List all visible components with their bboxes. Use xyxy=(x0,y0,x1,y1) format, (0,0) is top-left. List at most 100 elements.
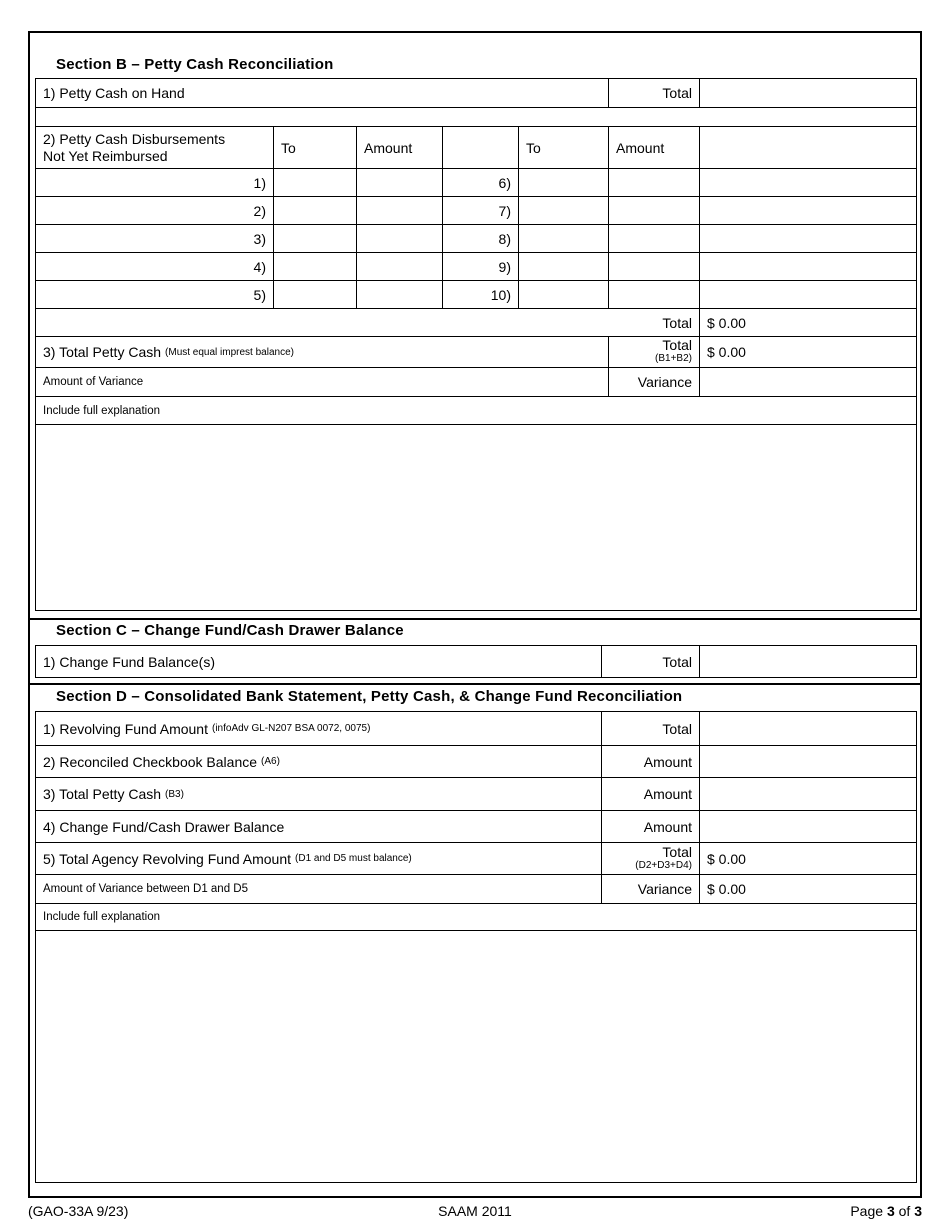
d5-label-main: 5) Total Agency Revolving Fund Amount xyxy=(43,850,292,867)
b2-col-to-right: To xyxy=(518,127,608,168)
b2-row2-to-right-input[interactable] xyxy=(518,197,608,224)
b2-row3-to-left-input[interactable] xyxy=(273,225,356,252)
b2-row3-to-right-input[interactable] xyxy=(518,225,608,252)
footer-page-prefix: Page xyxy=(850,1203,887,1219)
b-spacer-row xyxy=(36,107,916,126)
b2-row-3: 3) 8) xyxy=(36,224,916,252)
b2-row1-amount-left-input[interactable] xyxy=(356,169,442,196)
d3-label: 3) Total Petty Cash (B3) xyxy=(36,778,601,810)
b-explanation-label-row: Include full explanation xyxy=(36,396,916,424)
d1-mid-label: Total xyxy=(601,712,699,745)
b2-row2-num-left: 2) xyxy=(253,202,266,219)
b2-row1-num-right: 6) xyxy=(442,169,518,196)
b2-row2-amount-right-input[interactable] xyxy=(608,197,699,224)
b2-row-2: 2) 7) xyxy=(36,196,916,224)
section-c-table: 1) Change Fund Balance(s) Total xyxy=(35,645,917,678)
b2-header-blank xyxy=(699,127,916,168)
d2-row: 2) Reconciled Checkbook Balance (A6) Amo… xyxy=(36,745,916,777)
b2-row3-amount-left-input[interactable] xyxy=(356,225,442,252)
b3-label-main: 3) Total Petty Cash xyxy=(43,344,162,360)
b-explanation-area-row xyxy=(36,424,916,610)
d2-label-note: (A6) xyxy=(261,756,280,767)
d2-value-input[interactable] xyxy=(699,746,916,777)
d-variance-label: Amount of Variance between D1 and D5 xyxy=(43,883,248,895)
d-variance-value: $ 0.00 xyxy=(699,875,916,903)
d-variance-row: Amount of Variance between D1 and D5 Var… xyxy=(36,874,916,903)
b2-row4-to-right-input[interactable] xyxy=(518,253,608,280)
d4-label: 4) Change Fund/Cash Drawer Balance xyxy=(36,811,601,842)
b2-row4-blank xyxy=(699,253,916,280)
d1-value-input[interactable] xyxy=(699,712,916,745)
b2-row4-amount-right-input[interactable] xyxy=(608,253,699,280)
d4-value-input[interactable] xyxy=(699,811,916,842)
b2-row-5: 5) 10) xyxy=(36,280,916,308)
d1-label-main: 1) Revolving Fund Amount xyxy=(43,720,208,737)
b-variance-input[interactable] xyxy=(699,368,916,396)
section-d-top-divider xyxy=(30,683,920,685)
d3-label-main: 3) Total Petty Cash xyxy=(43,786,162,802)
d2-label-main: 2) Reconciled Checkbook Balance xyxy=(43,753,258,770)
c1-total-input[interactable] xyxy=(699,646,916,677)
d2-label: 2) Reconciled Checkbook Balance (A6) xyxy=(36,746,601,777)
d5-mid-label-note: (D2+D3+D4) xyxy=(635,859,692,871)
b3-total-label: Total (B1+B2) xyxy=(608,337,699,367)
d-explanation-label: Include full explanation xyxy=(43,911,160,923)
section-b-table: 1) Petty Cash on Hand Total 2) Petty Cas… xyxy=(35,78,917,611)
b-variance-cell-label: Variance xyxy=(608,368,699,396)
section-d-title: Section D – Consolidated Bank Statement,… xyxy=(56,688,683,705)
b2-row5-to-right-input[interactable] xyxy=(518,281,608,308)
b2-row2-to-left-input[interactable] xyxy=(273,197,356,224)
b2-row1-amount-right-input[interactable] xyxy=(608,169,699,196)
d-explanation-label-row: Include full explanation xyxy=(36,903,916,930)
b1-total-input[interactable] xyxy=(699,79,916,107)
b2-row1-blank xyxy=(699,169,916,196)
b-explanation-label: Include full explanation xyxy=(43,404,160,417)
b2-row5-amount-left-input[interactable] xyxy=(356,281,442,308)
section-c-top-divider xyxy=(30,618,920,620)
d4-mid-label: Amount xyxy=(601,811,699,842)
d3-value-input[interactable] xyxy=(699,778,916,810)
section-c-title: Section C – Change Fund/Cash Drawer Bala… xyxy=(56,622,404,639)
b1-row: 1) Petty Cash on Hand Total xyxy=(36,79,916,107)
b2-row-4: 4) 9) xyxy=(36,252,916,280)
b2-header-row: 2) Petty Cash Disbursements Not Yet Reim… xyxy=(36,126,916,168)
d5-value: $ 0.00 xyxy=(699,843,916,874)
b2-row4-num-left: 4) xyxy=(253,258,266,275)
b2-row1-to-left-input[interactable] xyxy=(273,169,356,196)
b-variance-label: Amount of Variance xyxy=(43,376,144,388)
b2-row4-num-right: 9) xyxy=(442,253,518,280)
b2-total-row: Total $ 0.00 xyxy=(36,308,916,336)
b2-row4-to-left-input[interactable] xyxy=(273,253,356,280)
section-d-table: 1) Revolving Fund Amount (infoAdv GL-N20… xyxy=(35,711,917,1183)
d5-mid-label-main: Total xyxy=(662,843,692,860)
b-variance-row: Amount of Variance Variance xyxy=(36,367,916,396)
footer-form-number: (GAO-33A 9/23) xyxy=(28,1203,129,1219)
b3-total-label-main: Total xyxy=(662,337,692,353)
footer-manual-reference: SAAM 2011 xyxy=(438,1203,512,1219)
b1-total-label: Total xyxy=(608,79,699,107)
b2-row1-to-right-input[interactable] xyxy=(518,169,608,196)
b2-row4-amount-left-input[interactable] xyxy=(356,253,442,280)
b2-row5-amount-right-input[interactable] xyxy=(608,281,699,308)
d-explanation-input[interactable] xyxy=(36,931,916,1182)
b2-row5-num-left: 5) xyxy=(253,286,266,303)
b-explanation-input[interactable] xyxy=(36,425,916,610)
b2-row3-amount-right-input[interactable] xyxy=(608,225,699,252)
c1-row: 1) Change Fund Balance(s) Total xyxy=(36,646,916,677)
b2-row5-to-left-input[interactable] xyxy=(273,281,356,308)
c1-total-label: Total xyxy=(601,646,699,677)
b2-col-amount-right: Amount xyxy=(608,127,699,168)
b3-total-label-note: (B1+B2) xyxy=(655,353,692,364)
d-variance-cell-label: Variance xyxy=(601,875,699,903)
b2-row5-blank xyxy=(699,281,916,308)
b2-row3-num-left: 3) xyxy=(253,230,266,247)
b2-label-line2: Not Yet Reimbursed xyxy=(43,147,168,164)
b2-total-label: Total xyxy=(662,314,692,331)
b3-total-value: $ 0.00 xyxy=(699,337,916,367)
b2-row2-amount-left-input[interactable] xyxy=(356,197,442,224)
d4-row: 4) Change Fund/Cash Drawer Balance Amoun… xyxy=(36,810,916,842)
b2-label: 2) Petty Cash Disbursements Not Yet Reim… xyxy=(36,127,273,168)
b3-row: 3) Total Petty Cash (Must equal imprest … xyxy=(36,336,916,367)
c1-label: 1) Change Fund Balance(s) xyxy=(43,653,215,670)
